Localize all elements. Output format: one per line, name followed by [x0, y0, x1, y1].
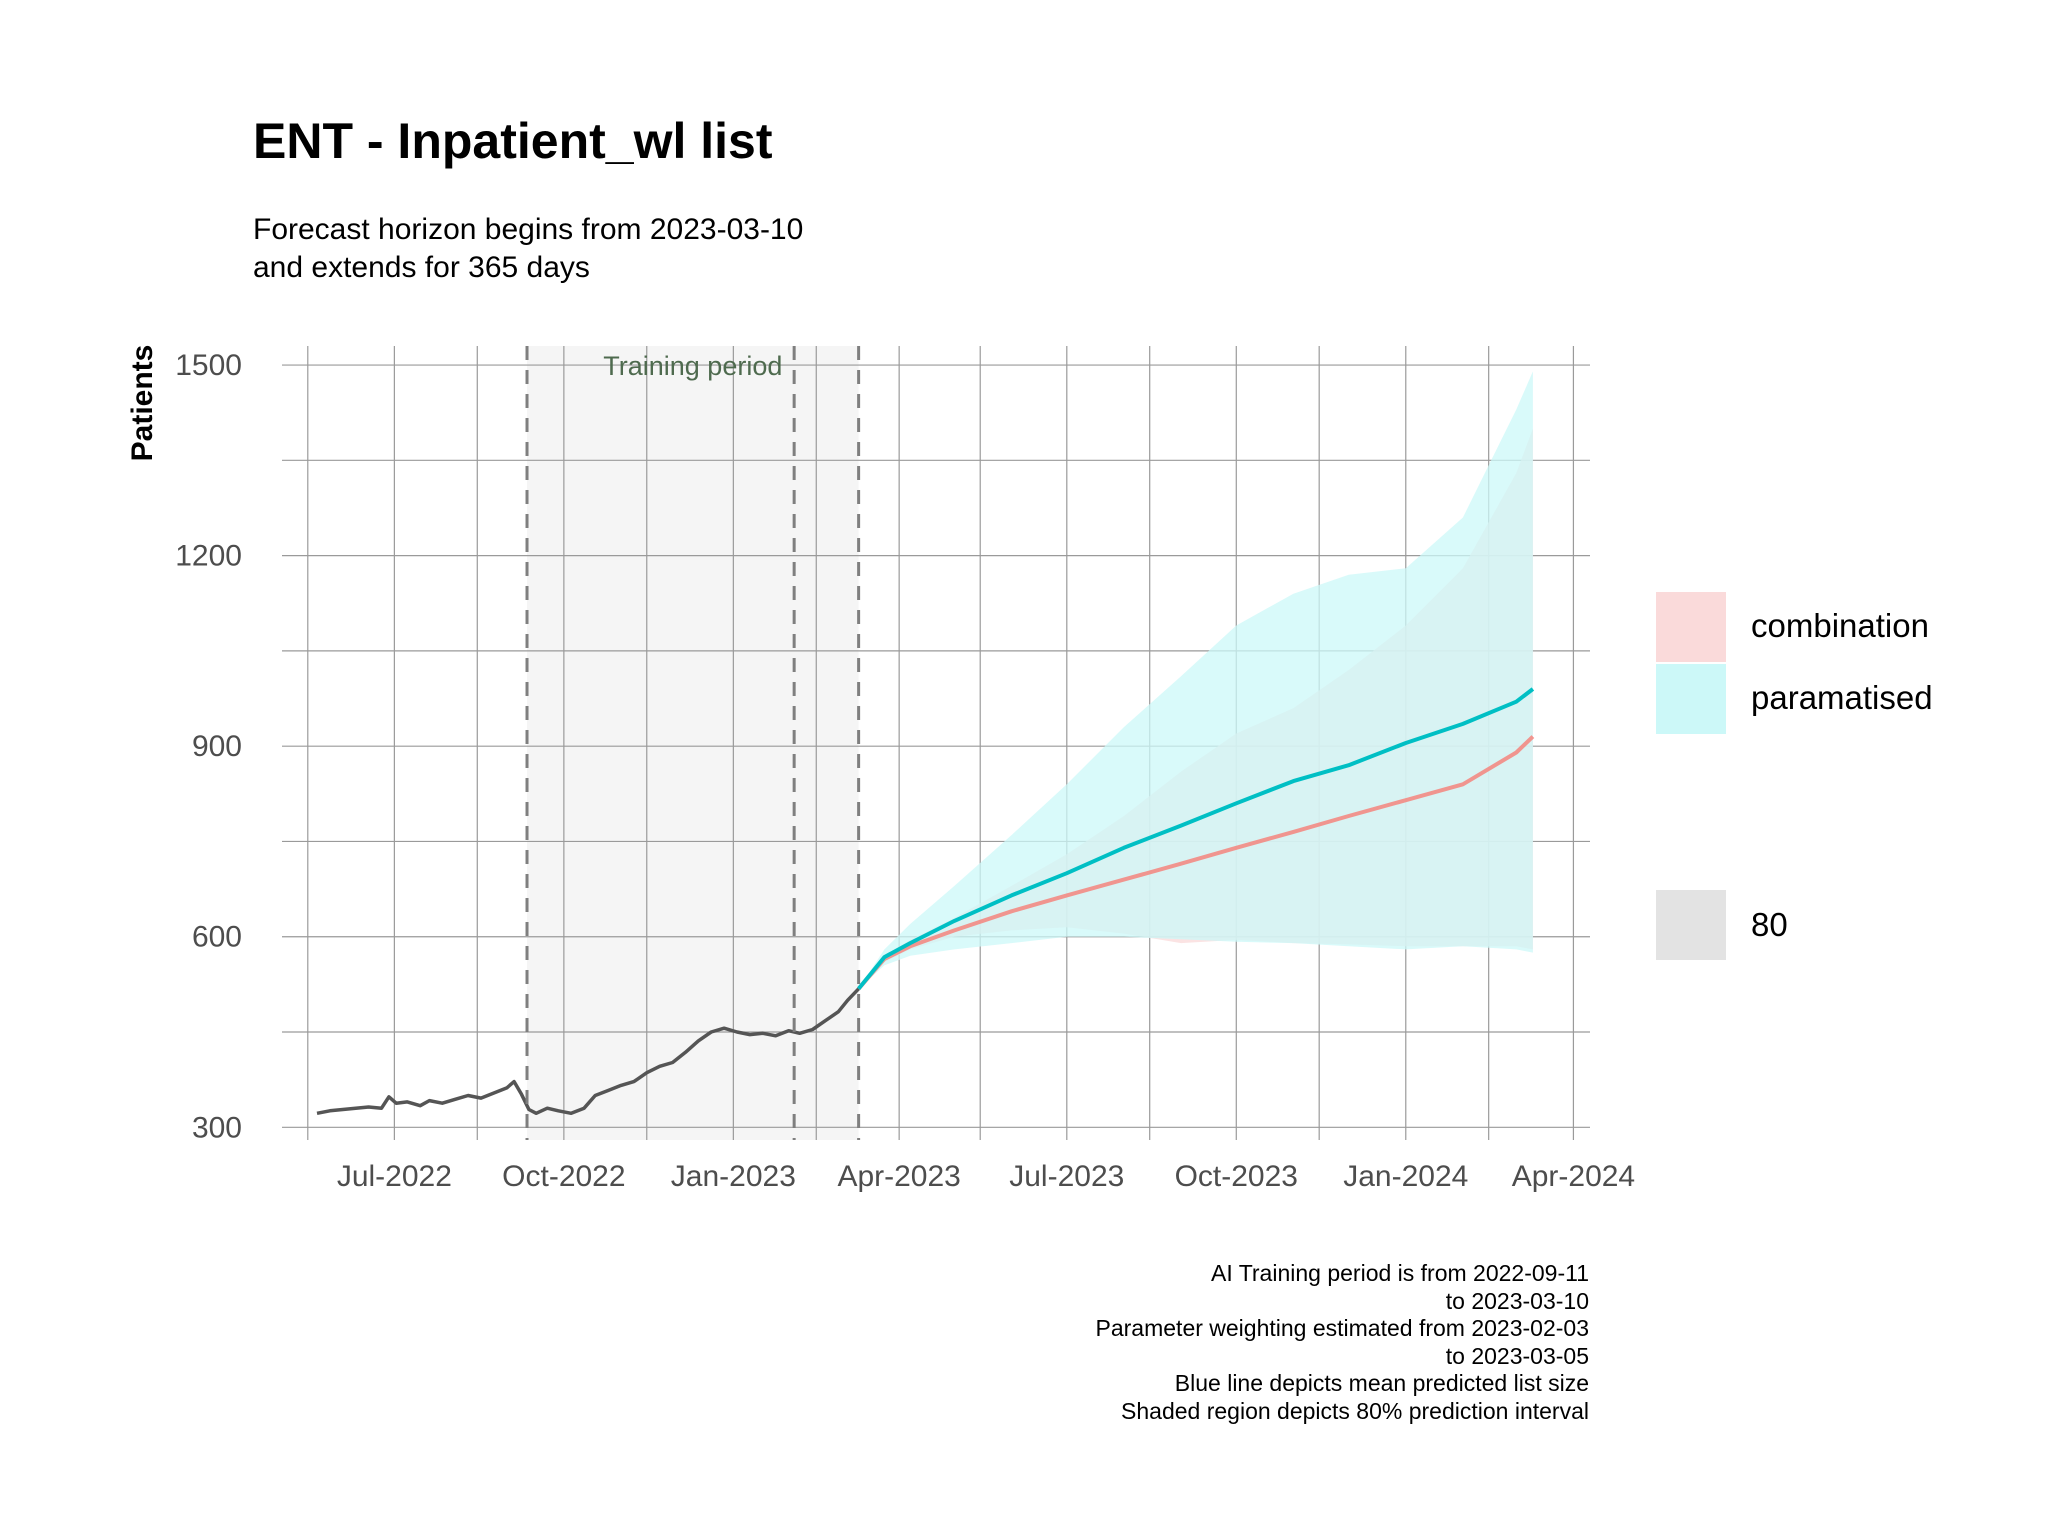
- legend-key-interval: [1656, 890, 1726, 960]
- caption-line-3: Parameter weighting estimated from 2023-…: [1095, 1315, 1589, 1341]
- caption-line-5: Blue line depicts mean predicted list si…: [1174, 1370, 1589, 1396]
- chart-subtitle: Forecast horizon begins from 2023-03-10 …: [253, 211, 803, 287]
- prediction-interval-layer: [858, 371, 1533, 989]
- x-tick-label: Apr-2024: [1512, 1160, 1635, 1193]
- y-tick-label: 900: [192, 730, 242, 763]
- x-tick-label: Oct-2023: [1175, 1160, 1298, 1193]
- chart-title: ENT - Inpatient_wl list: [253, 113, 773, 169]
- training-period-band: [527, 346, 859, 1140]
- training-period-label: Training period: [603, 351, 782, 381]
- x-tick-label: Oct-2022: [502, 1160, 625, 1193]
- legend-key-combination: [1656, 592, 1726, 662]
- legend-label-combination: combination: [1751, 607, 1929, 644]
- caption-line-4: to 2023-03-05: [1445, 1342, 1589, 1369]
- chart-caption: AI Training period is from 2022-09-11 to…: [1096, 1260, 1589, 1425]
- y-tick-label: 1500: [175, 349, 242, 382]
- x-tick-label: Jul-2023: [1009, 1160, 1124, 1193]
- subtitle-line-1: Forecast horizon begins from 2023-03-10: [253, 213, 804, 246]
- vline-layer: Training period: [525, 346, 861, 1140]
- prediction-band-paramatised: [858, 371, 1533, 989]
- series-line-layer: [316, 687, 1535, 1116]
- x-tick-label: Jan-2024: [1343, 1160, 1468, 1193]
- axis-label-layer: 300 600 900 1200 1500 Jul-2022 Oct-2022 Jan-202…: [126, 345, 1635, 1193]
- training-period-band-layer: [527, 346, 859, 1140]
- x-tick-label: Jul-2022: [337, 1160, 452, 1193]
- x-tick-label: Jan-2023: [671, 1160, 796, 1193]
- legend: combination paramatised 80: [1656, 592, 1933, 960]
- history-line: [316, 987, 860, 1116]
- legend-key-paramatised: [1656, 664, 1726, 734]
- y-axis-label: Patients: [126, 345, 159, 462]
- x-tick-label: Apr-2023: [837, 1160, 960, 1193]
- legend-label-interval: 80: [1751, 906, 1788, 943]
- y-tick-label: 1200: [175, 540, 242, 573]
- series-line-combination: [857, 735, 1535, 991]
- subtitle-line-2: and extends for 365 days: [253, 251, 590, 284]
- caption-line-6: Shaded region depicts 80% prediction int…: [1121, 1397, 1589, 1424]
- caption-line-2: to 2023-03-10: [1445, 1287, 1589, 1314]
- caption-line-1: AI Training period is from 2022-09-11: [1211, 1260, 1589, 1286]
- y-tick-label: 600: [192, 921, 242, 954]
- legend-label-paramatised: paramatised: [1751, 679, 1933, 716]
- series-line-paramatised: [857, 687, 1535, 991]
- y-tick-label: 300: [192, 1111, 242, 1144]
